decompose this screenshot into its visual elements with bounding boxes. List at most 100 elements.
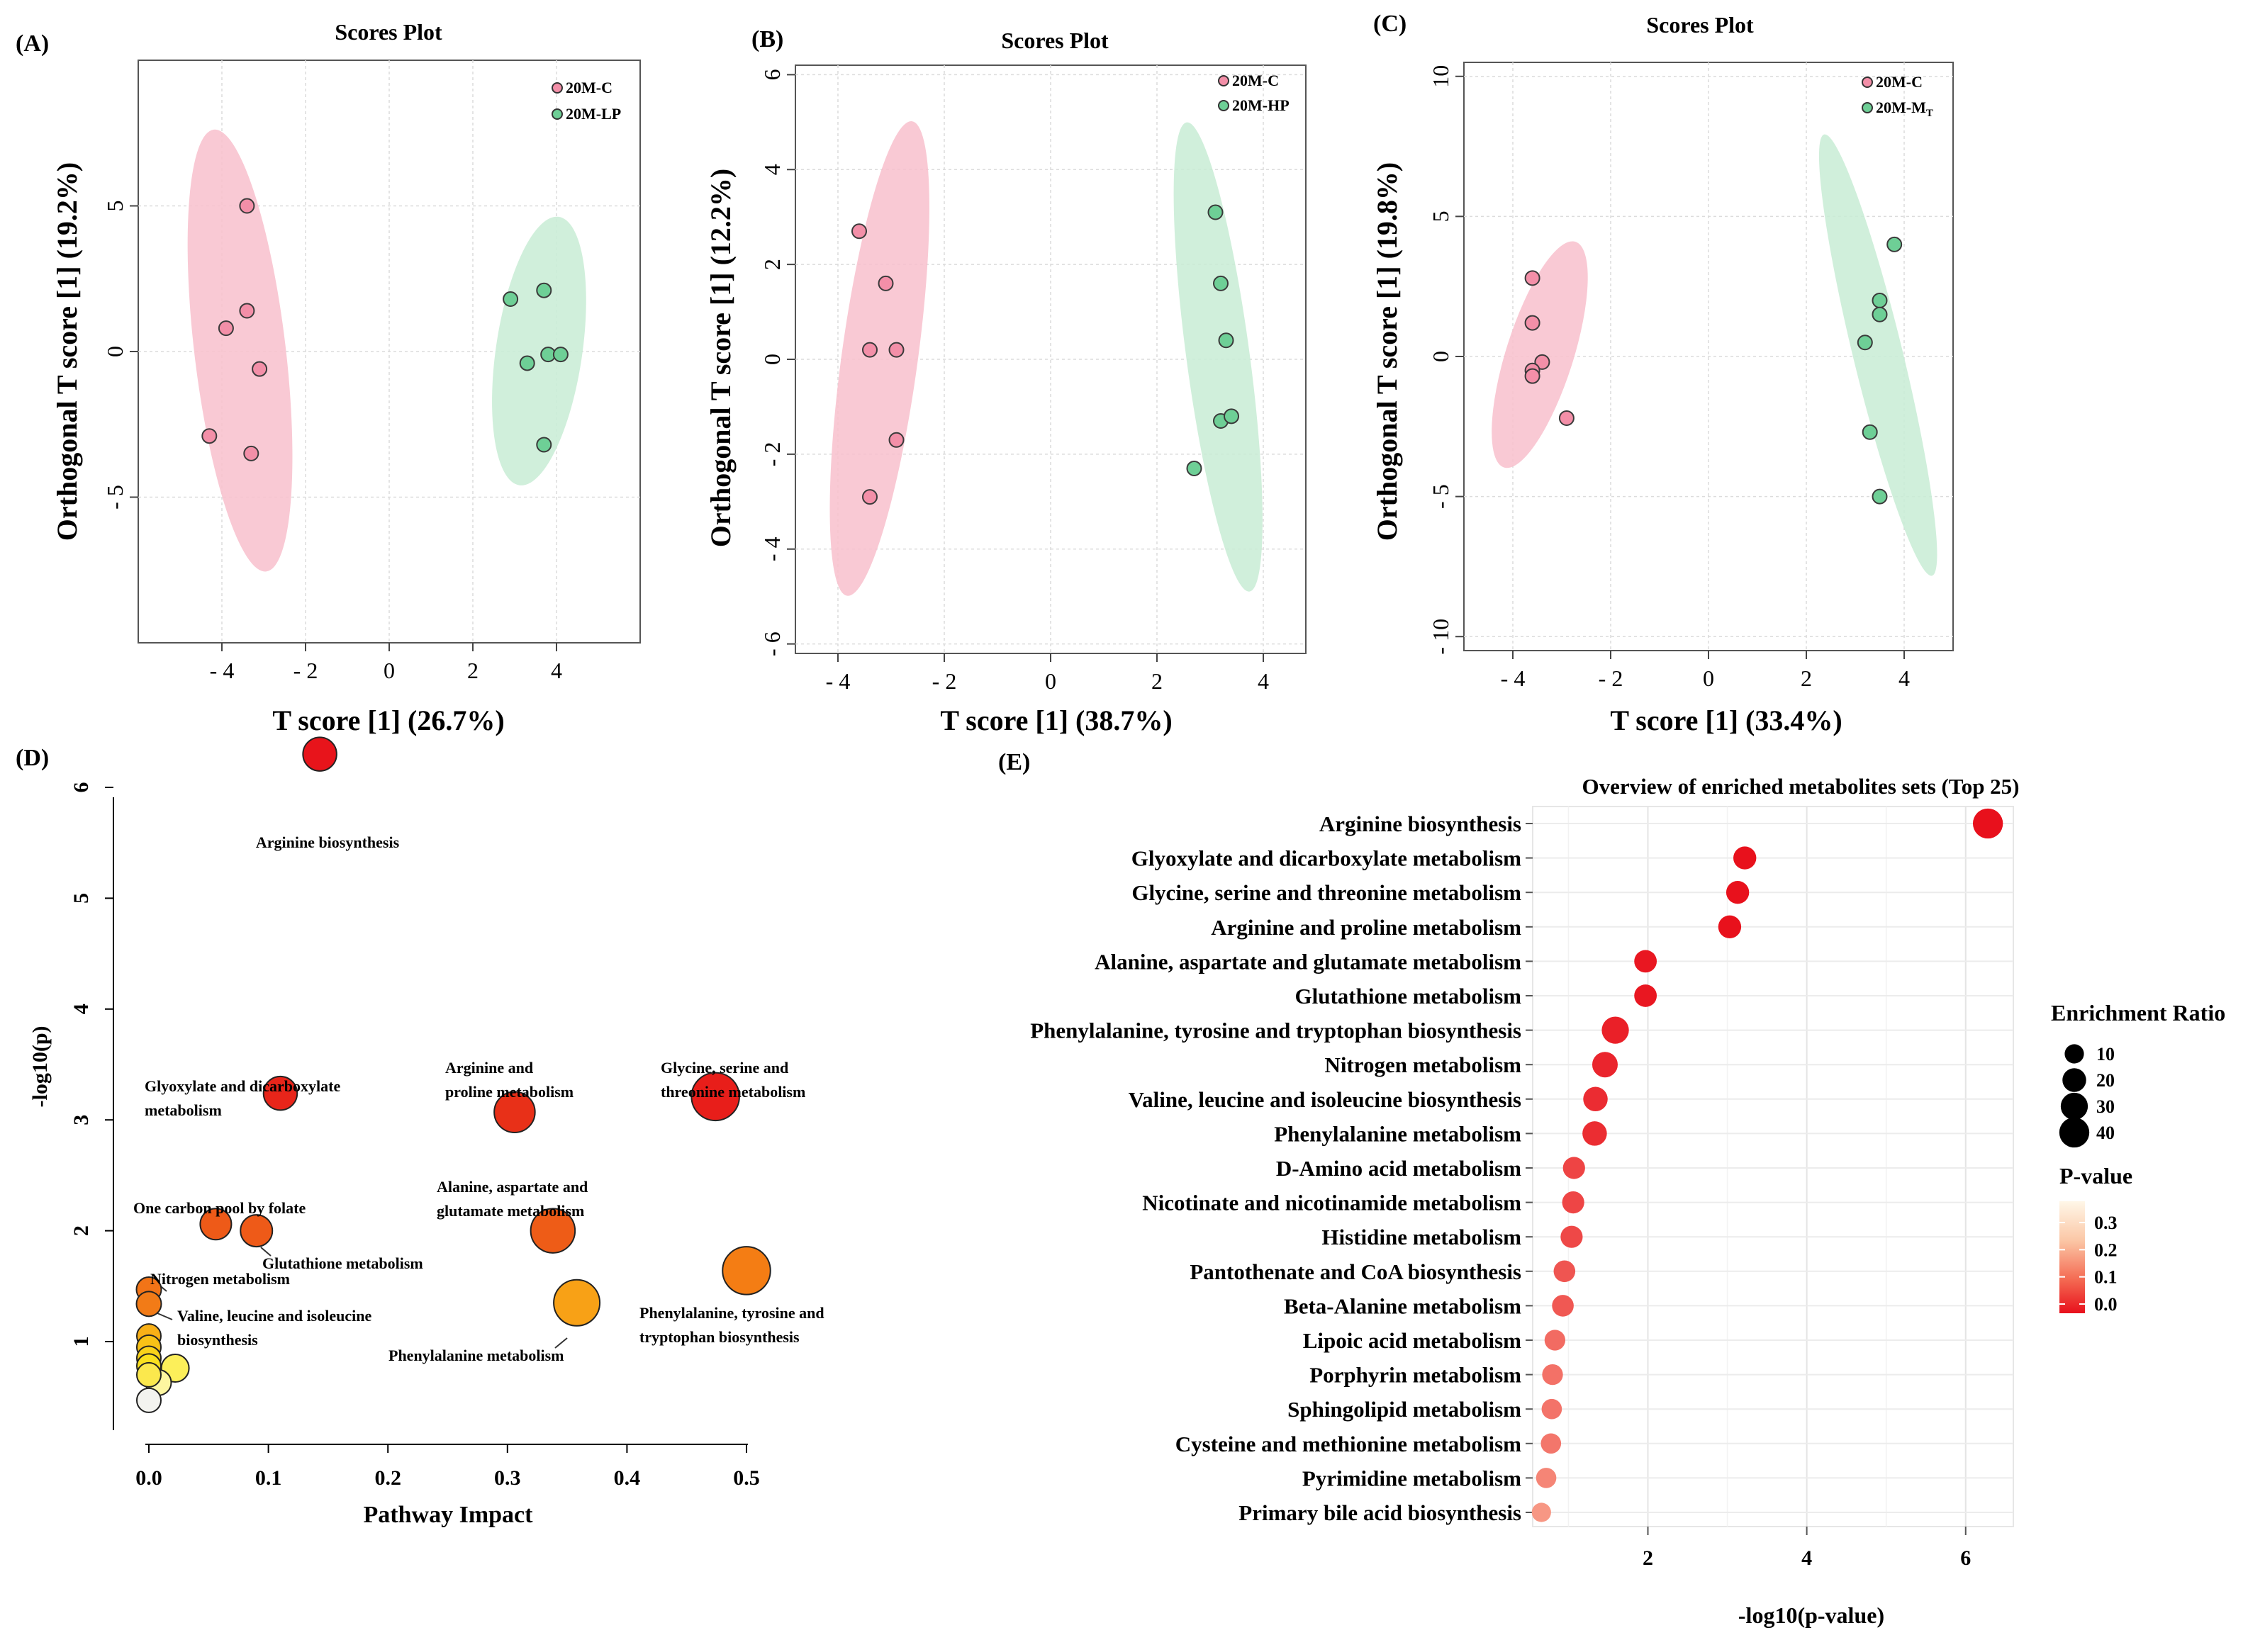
y-tick-label: 0 bbox=[1428, 351, 1453, 362]
panel-e-category-labels: Arginine biosynthesis Glyoxylate and dica… bbox=[1030, 811, 1533, 1525]
panel-c-label: (C) bbox=[1373, 11, 1406, 37]
x-tick-label: - 2 bbox=[932, 668, 957, 694]
y-tick-label: 0 bbox=[759, 354, 785, 365]
x-tick-label: - 4 bbox=[210, 658, 235, 683]
label-glyoxylate-line1: Glyoxylate and dicarboxylate bbox=[145, 1077, 340, 1095]
y-tick-label: - 2 bbox=[759, 442, 785, 467]
panel-d: (D) 0.0 0.1 0.2 0.3 0.4 0.5 1 2 3 4 5 6 Arginine b… bbox=[16, 736, 824, 1528]
enrichment-dot-valine-leucine-and-isoleucine-biosynthesis bbox=[1583, 1086, 1608, 1112]
panel-a-y-ticks: - 5 0 5 bbox=[102, 201, 138, 510]
enrichment-dot-cysteine-and-methionine-metabolism bbox=[1540, 1433, 1562, 1454]
category-label: Glycine, serine and threonine metabolism bbox=[1131, 880, 1521, 905]
score-point-20m-c bbox=[851, 223, 867, 240]
score-point-20m-c bbox=[878, 275, 894, 291]
label-one-carbon: One carbon pool by folate bbox=[133, 1199, 306, 1217]
panel-a-legend: 20M-C 20M-LP bbox=[552, 79, 621, 123]
score-point-20m-lp bbox=[536, 437, 552, 453]
legend-size-label: 30 bbox=[2096, 1096, 2115, 1117]
score-point-20m-c bbox=[218, 320, 234, 337]
legend-label-20m-mt: 20M-MT bbox=[1876, 99, 1933, 119]
pathway-bubble-valine-leucine-and-isoleucine-biosynthesis bbox=[135, 1291, 162, 1317]
label-glyoxylate-line2: metabolism bbox=[145, 1101, 222, 1119]
panel-a-y-axis-label: Orthogonal T score [1] (19.2%) bbox=[51, 162, 83, 541]
enrichment-dot-lipoic-acid-metabolism bbox=[1544, 1330, 1566, 1351]
panel-c-title: Scores Plot bbox=[1646, 12, 1754, 38]
score-point-20m-hp bbox=[1207, 204, 1224, 220]
enrichment-dot-pyrimidine-metabolism bbox=[1536, 1468, 1557, 1488]
category-label: Lipoic acid metabolism bbox=[1303, 1328, 1521, 1353]
score-point-20m-c bbox=[888, 342, 905, 358]
category-label: Arginine biosynthesis bbox=[1319, 811, 1521, 836]
x-tick-label: 0.2 bbox=[374, 1466, 401, 1490]
panel-c-x-axis-label: T score [1] (33.4%) bbox=[1610, 704, 1842, 736]
y-tick-label: 1 bbox=[69, 1337, 93, 1347]
category-label: Cysteine and methionine metabolism bbox=[1175, 1432, 1521, 1456]
enrichment-dot-phenylalanine-metabolism bbox=[1582, 1121, 1607, 1146]
confidence-ellipse-20m-c bbox=[829, 121, 929, 596]
score-point-20m-hp bbox=[1224, 408, 1239, 425]
category-label: Arginine and proline metabolism bbox=[1211, 915, 1521, 940]
pathway-bubble-glycine-serine-and-threonine-metabolism bbox=[690, 1072, 740, 1122]
y-tick-label: 5 bbox=[1428, 210, 1453, 222]
label-valine-line1: Valine, leucine and isoleucine bbox=[177, 1307, 371, 1325]
label-alanine-line1: Alanine, aspartate and bbox=[437, 1178, 588, 1196]
panel-c-y-ticks: - 10 - 5 0 5 10 bbox=[1428, 65, 1464, 655]
y-tick-label: - 4 bbox=[759, 536, 785, 561]
y-tick-label: 0 bbox=[102, 346, 128, 357]
legend-enrichment-title: Enrichment Ratio bbox=[2051, 1000, 2225, 1026]
score-point-20m-lp bbox=[552, 347, 569, 363]
label-arginine-proline-line2: proline metabolism bbox=[445, 1083, 574, 1101]
legend-color-label: 0.0 bbox=[2094, 1294, 2118, 1315]
x-tick-label: 0.0 bbox=[135, 1466, 162, 1490]
y-tick-label: 10 bbox=[1428, 65, 1453, 88]
legend-marker-20m-c bbox=[1862, 77, 1873, 88]
panel-b-title: Scores Plot bbox=[1001, 28, 1109, 53]
panel-c: (C) Scores Plot - 4 - 2 0 2 4 - 10 - 5 0 5 10 T … bbox=[1371, 11, 1954, 736]
legend-size-dot bbox=[2059, 1117, 2090, 1148]
legend-marker-20m-hp bbox=[1218, 100, 1229, 111]
y-tick-label: 6 bbox=[69, 782, 93, 793]
leader-glutathione bbox=[260, 1247, 272, 1257]
legend-size-label: 20 bbox=[2096, 1070, 2115, 1091]
panel-c-points bbox=[1524, 236, 1903, 505]
legend-pvalue-title: P-value bbox=[2059, 1163, 2132, 1189]
y-tick-label: 5 bbox=[69, 893, 93, 904]
confidence-ellipse-20m-lp bbox=[492, 216, 586, 485]
enrichment-dot-glutathione-metabolism bbox=[1634, 984, 1657, 1007]
score-point-20m-c bbox=[1534, 354, 1550, 370]
score-point-20m-m bbox=[1886, 236, 1903, 252]
panel-c-y-axis-label: Orthogonal T score [1] (19.8%) bbox=[1371, 162, 1403, 541]
y-tick-label: 4 bbox=[759, 164, 785, 175]
panel-b-points bbox=[851, 204, 1239, 505]
legend-size-label: 40 bbox=[2096, 1123, 2115, 1143]
score-point-20m-hp bbox=[1213, 275, 1229, 291]
legend-marker-20m-mt bbox=[1862, 102, 1873, 113]
panel-a-x-axis-label: T score [1] (26.7%) bbox=[272, 704, 504, 736]
score-point-20m-c bbox=[239, 303, 255, 319]
score-point-20m-m bbox=[1872, 306, 1888, 322]
panel-c-legend: 20M-C 20M-MT bbox=[1862, 73, 1933, 119]
confidence-ellipse-20m-hp bbox=[1173, 122, 1263, 592]
label-alanine-line2: glutamate metabolism bbox=[437, 1202, 584, 1220]
panel-e-plot-area bbox=[1532, 806, 2014, 1527]
x-tick-label: 0 bbox=[1703, 665, 1714, 691]
panel-d-x-ticks: 0.0 0.1 0.2 0.3 0.4 0.5 bbox=[135, 1444, 760, 1490]
x-tick-label: 4 bbox=[1258, 668, 1269, 694]
pathway-bubble-glyoxylate-and-dicarboxylate-metabolism bbox=[262, 1075, 298, 1111]
panel-d-bubbles bbox=[135, 736, 771, 1413]
legend-color-label: 0.1 bbox=[2094, 1267, 2118, 1288]
legend-enrichment-ratio: 10 20 30 40 bbox=[2059, 1044, 2115, 1148]
panel-a: (A) Scores Plot - 4 - 2 0 2 4 - 5 0 5 T score … bbox=[16, 19, 641, 736]
score-point-20m-c bbox=[862, 342, 878, 358]
panel-d-y-axis-label: -log10(p) bbox=[28, 1026, 52, 1108]
score-point-20m-c bbox=[1524, 270, 1540, 286]
enrichment-dot-beta-alanine-metabolism bbox=[1552, 1295, 1574, 1317]
score-point-20m-c bbox=[862, 489, 878, 505]
panel-e-grid bbox=[1533, 807, 2013, 1527]
enrichment-dot-sphingolipid-metabolism bbox=[1541, 1398, 1562, 1420]
x-tick-label: - 4 bbox=[1501, 665, 1526, 691]
label-phenylalanine: Phenylalanine metabolism bbox=[388, 1347, 564, 1364]
panel-b-ellipses bbox=[829, 121, 1263, 596]
x-tick-label: 2 bbox=[1643, 1546, 1653, 1570]
